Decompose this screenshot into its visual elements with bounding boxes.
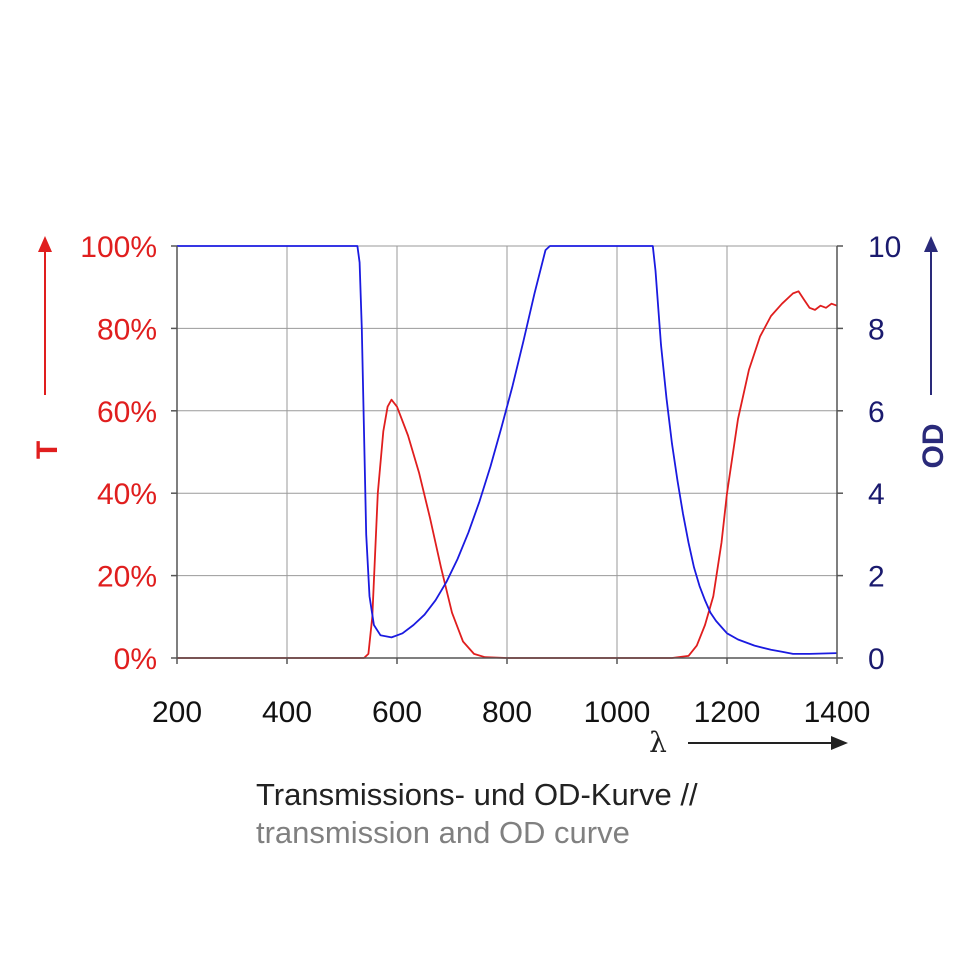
tick-label-right: 8 (868, 313, 885, 346)
tick-label-left: 0% (114, 643, 157, 676)
tick-label-right: 6 (868, 396, 885, 429)
tick-label-right: 0 (868, 643, 885, 676)
x-axis-label: λ (649, 726, 667, 759)
tick-label-x: 800 (482, 696, 532, 729)
tick-label-right: 4 (868, 478, 885, 511)
axis-labels: T OD λ (31, 236, 950, 759)
tick-label-x: 400 (262, 696, 312, 729)
axes (171, 245, 843, 664)
caption-line-1: Transmissions- und OD-Kurve // (256, 777, 698, 812)
left-axis-arrow-head (38, 236, 52, 252)
x-axis-arrow-head (831, 736, 848, 750)
right-axis-arrow-head (924, 236, 938, 252)
tick-label-right: 2 (868, 561, 885, 594)
tick-label-left: 100% (80, 231, 157, 264)
tick-label-x: 200 (152, 696, 202, 729)
y-axis-label-right: OD (917, 424, 950, 469)
tick-label-x: 600 (372, 696, 422, 729)
tick-label-right: 10 (868, 231, 901, 264)
tick-label-x: 1000 (584, 696, 651, 729)
tick-label-left: 40% (97, 478, 157, 511)
tick-labels: 0% 20% 40% 60% 80% 100% 0 2 4 6 8 10 200 400 600 800 100… (80, 231, 901, 729)
tick-label-left: 20% (97, 561, 157, 594)
grid (177, 245, 837, 658)
series-line-od (177, 245, 838, 655)
tick-label-left: 60% (97, 396, 157, 429)
y-axis-label-left: T (31, 441, 64, 459)
tick-label-left: 80% (97, 313, 157, 346)
tick-label-x: 1200 (694, 696, 761, 729)
tick-label-x: 1400 (804, 696, 871, 729)
caption-line-2: transmission and OD curve (256, 815, 630, 850)
